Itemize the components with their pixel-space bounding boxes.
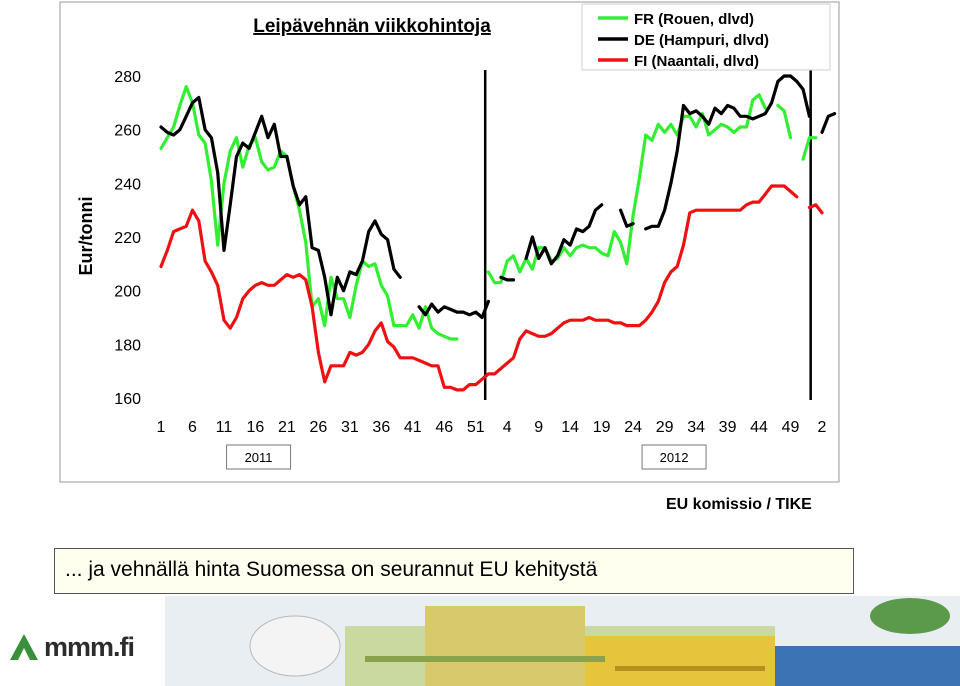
x-tick-label: 44 [750,419,768,436]
source-label: EU komissio / TIKE [666,496,812,513]
price-chart: Leipävehnän viikkohintoja Eur/tonni 1601… [59,1,840,483]
x-tick-label: 29 [656,419,674,436]
x-tick-label: 24 [624,419,642,436]
year-dividers [483,70,812,400]
x-tick-label: 34 [687,419,705,436]
year-label: 2012 [660,450,689,465]
y-tick-label: 220 [114,230,141,247]
chart-area-frame [59,1,840,483]
series-line-1 [159,74,837,320]
x-tick-label: 16 [247,419,265,436]
chart-title: Leipävehnän viikkohintoja [253,16,491,37]
year-label-box [641,444,707,470]
decorative-image-strip [165,596,960,686]
x-tick-label: 2 [818,419,827,436]
y-tick-label: 180 [114,337,141,354]
x-tick-label: 11 [216,419,233,436]
y-tick-label: 240 [114,176,141,193]
x-tick-label: 4 [503,419,512,436]
year-labels: 2011 2012 [226,444,707,470]
x-tick-label: 1 [157,419,166,436]
legend: FR (Rouen, dlvd) DE (Hampuri, dlvd) FI (Na… [581,3,831,71]
mmm-logo: mmm.fi [8,626,158,670]
legend-label: DE (Hampuri, dlvd) [634,32,769,49]
caption-box: ... ja vehnällä hinta Suomessa on seuran… [54,548,854,594]
series-line-2 [159,184,824,392]
x-tick-label: 36 [372,419,390,436]
x-tick-label: 26 [309,419,327,436]
y-tick-label: 200 [114,284,141,301]
logo-text: mmm.fi [44,632,135,662]
x-tick-label: 21 [278,419,296,436]
y-axis-label: Eur/tonni [76,197,96,276]
x-tick-label: 39 [719,419,737,436]
x-tick-label: 49 [782,419,800,436]
y-tick-label: 160 [114,391,141,408]
y-axis-ticks: 160 180 200 220 240 260 280 [114,69,141,408]
legend-label: FR (Rouen, dlvd) [634,11,754,28]
x-tick-label: 46 [435,419,453,436]
year-label-box [226,444,292,470]
x-tick-label: 6 [188,419,197,436]
x-tick-label: 9 [534,419,543,436]
x-tick-label: 51 [467,419,485,436]
series-lines [159,74,837,392]
x-tick-label: 14 [561,419,579,436]
y-tick-label: 280 [114,69,141,86]
y-tick-label: 260 [114,123,141,140]
x-axis-ticks: 1 6 11 16 21 26 31 36 41 46 51 4 9 14 19 24 29 34 39 44 49 2 [157,419,827,436]
logo-mark-icon [10,634,38,660]
series-line-0 [159,85,818,341]
caption-text: ... ja vehnällä hinta Suomessa on seuran… [65,558,598,581]
legend-label: FI (Naantali, dlvd) [634,53,759,70]
x-tick-label: 19 [593,419,611,436]
year-label: 2011 [245,450,273,465]
x-tick-label: 41 [404,419,422,436]
x-tick-label: 31 [341,419,359,436]
